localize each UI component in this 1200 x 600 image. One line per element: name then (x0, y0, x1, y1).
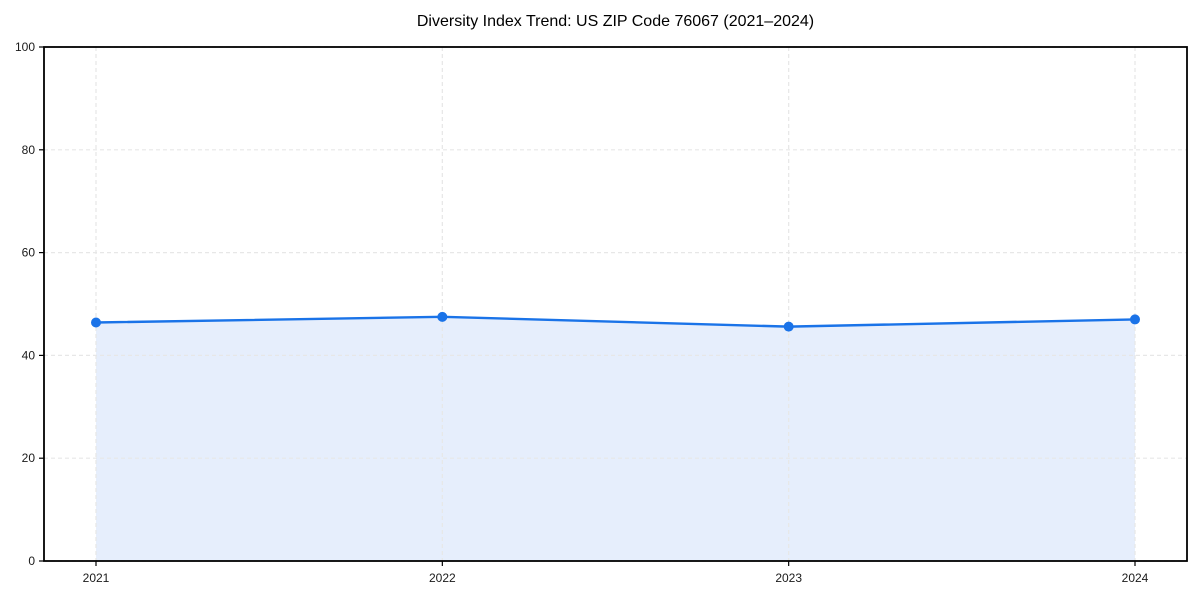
axis-ticks (39, 46, 1136, 566)
chart-title: Diversity Index Trend: US ZIP Code 76067… (416, 13, 815, 30)
y-tick-label-0: 0 (28, 554, 35, 568)
data-points (91, 311, 1140, 332)
x-axis-labels: 2021 2022 2023 2024 (83, 571, 1149, 585)
data-point-2024 (1130, 314, 1140, 325)
area-fill (96, 316, 1135, 561)
y-tick-label-60: 60 (22, 246, 36, 260)
y-tick-label-20: 20 (22, 451, 36, 465)
gridlines (44, 46, 1187, 562)
data-point-2023 (783, 321, 794, 332)
x-tick-label-2023: 2023 (775, 571, 802, 585)
data-point-2022 (437, 311, 448, 322)
trend-line (94, 315, 1137, 328)
y-tick-label-100: 100 (15, 40, 35, 54)
y-tick-label-40: 40 (22, 348, 36, 362)
x-tick-label-2024: 2024 (1122, 571, 1149, 585)
x-tick-label-2022: 2022 (429, 571, 456, 585)
y-tick-label-80: 80 (22, 143, 36, 157)
plot-frame (43, 46, 1188, 562)
y-axis-labels: 0 20 40 60 80 100 (15, 40, 35, 568)
x-tick-label-2021: 2021 (83, 571, 110, 585)
data-point-2021 (91, 317, 101, 328)
